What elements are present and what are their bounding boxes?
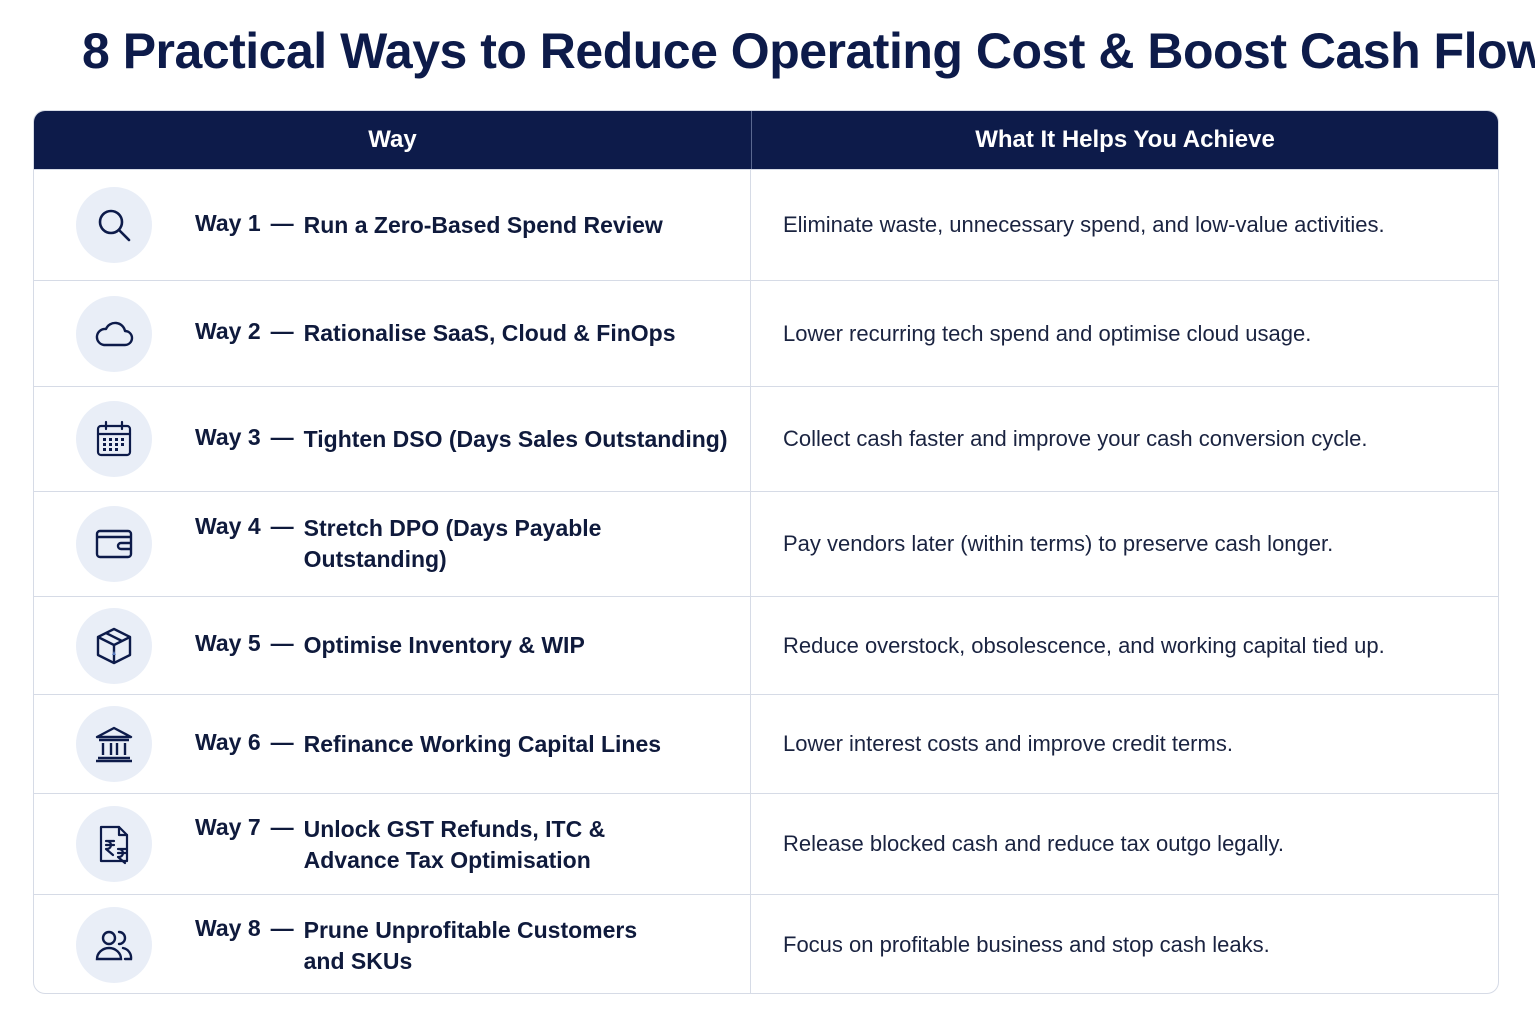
dash: — — [270, 318, 294, 344]
achieve-text: Lower interest costs and improve credit … — [783, 731, 1233, 756]
way-number: Way 1 — [195, 209, 261, 236]
achieve-text: Focus on profitable business and stop ca… — [783, 931, 1270, 957]
way-number: Way 5 — [195, 630, 261, 656]
bank-icon — [76, 706, 152, 782]
way-title: Refinance Working Capital Lines — [303, 730, 662, 757]
table-row: Way 2 — Rationalise SaaS, Cloud & FinOps… — [34, 280, 1498, 386]
rupee-document-icon — [76, 806, 152, 882]
way-number: Way 3 — [195, 423, 261, 450]
achieve-text: Lower recurring tech spend and optimise … — [783, 320, 1312, 346]
table-row: Way 5 — Optimise Inventory & WIP Reduce … — [34, 596, 1498, 694]
header-way: Way — [34, 111, 752, 169]
table-row: Way 1 — Run a Zero-Based Spend Review El… — [34, 169, 1498, 280]
table-row: Way 7 — Unlock GST Refunds, ITC & Advanc… — [34, 793, 1498, 894]
way-number: Way 4 — [195, 513, 261, 539]
dash: — — [270, 728, 294, 755]
achieve-text: Release blocked cash and reduce tax outg… — [783, 831, 1285, 856]
dash: — — [270, 209, 294, 236]
way-number: Way 7 — [195, 814, 261, 840]
header-achieve: What It Helps You Achieve — [975, 126, 1275, 153]
table-row: Way 6 — Refinance Working Capital Lines … — [34, 694, 1498, 793]
calendar-icon — [76, 401, 152, 477]
dash: — — [270, 630, 294, 656]
dash: — — [270, 423, 294, 450]
way-title: Rationalise SaaS, Cloud & FinOps — [303, 320, 676, 346]
cloud-icon — [76, 295, 152, 372]
dash: — — [270, 814, 294, 840]
way-title: Stretch DPO (Days Payable Outstanding) — [303, 515, 602, 572]
way-title: Optimise Inventory & WIP — [303, 632, 585, 658]
dash: — — [270, 513, 294, 539]
way-title: Tighten DSO (Days Sales Outstanding) — [303, 425, 728, 452]
way-number: Way 6 — [195, 728, 261, 755]
users-icon — [76, 906, 152, 983]
search-icon — [76, 187, 152, 263]
achieve-text: Reduce overstock, obsolescence, and work… — [783, 632, 1385, 658]
way-title: Run a Zero-Based Spend Review — [303, 211, 663, 238]
table-row: Way 4 — Stretch DPO (Days Payable Outsta… — [34, 491, 1498, 596]
table-header: Way What It Helps You Achieve — [34, 111, 1498, 169]
achieve-text: Eliminate waste, unnecessary spend, and … — [783, 212, 1385, 237]
achieve-text: Pay vendors later (within terms) to pres… — [783, 531, 1334, 556]
way-number: Way 8 — [195, 915, 261, 941]
way-title: Unlock GST Refunds, ITC & Advance Tax Op… — [303, 816, 606, 873]
achieve-text: Collect cash faster and improve your cas… — [783, 426, 1368, 451]
table-row: Way 8 — Prune Unprofitable Customers and… — [34, 894, 1498, 993]
ways-table: Way What It Helps You Achieve Way 1 — Ru… — [33, 110, 1499, 994]
page-title: 8 Practical Ways to Reduce Operating Cos… — [82, 23, 1535, 79]
dash: — — [270, 915, 294, 941]
box-icon — [76, 607, 152, 684]
way-number: Way 2 — [195, 318, 261, 344]
wallet-icon — [76, 506, 152, 582]
table-row: Way 3 — Tighten DSO (Days Sales Outstand… — [34, 386, 1498, 491]
way-title: Prune Unprofitable Customers and SKUs — [303, 917, 638, 974]
